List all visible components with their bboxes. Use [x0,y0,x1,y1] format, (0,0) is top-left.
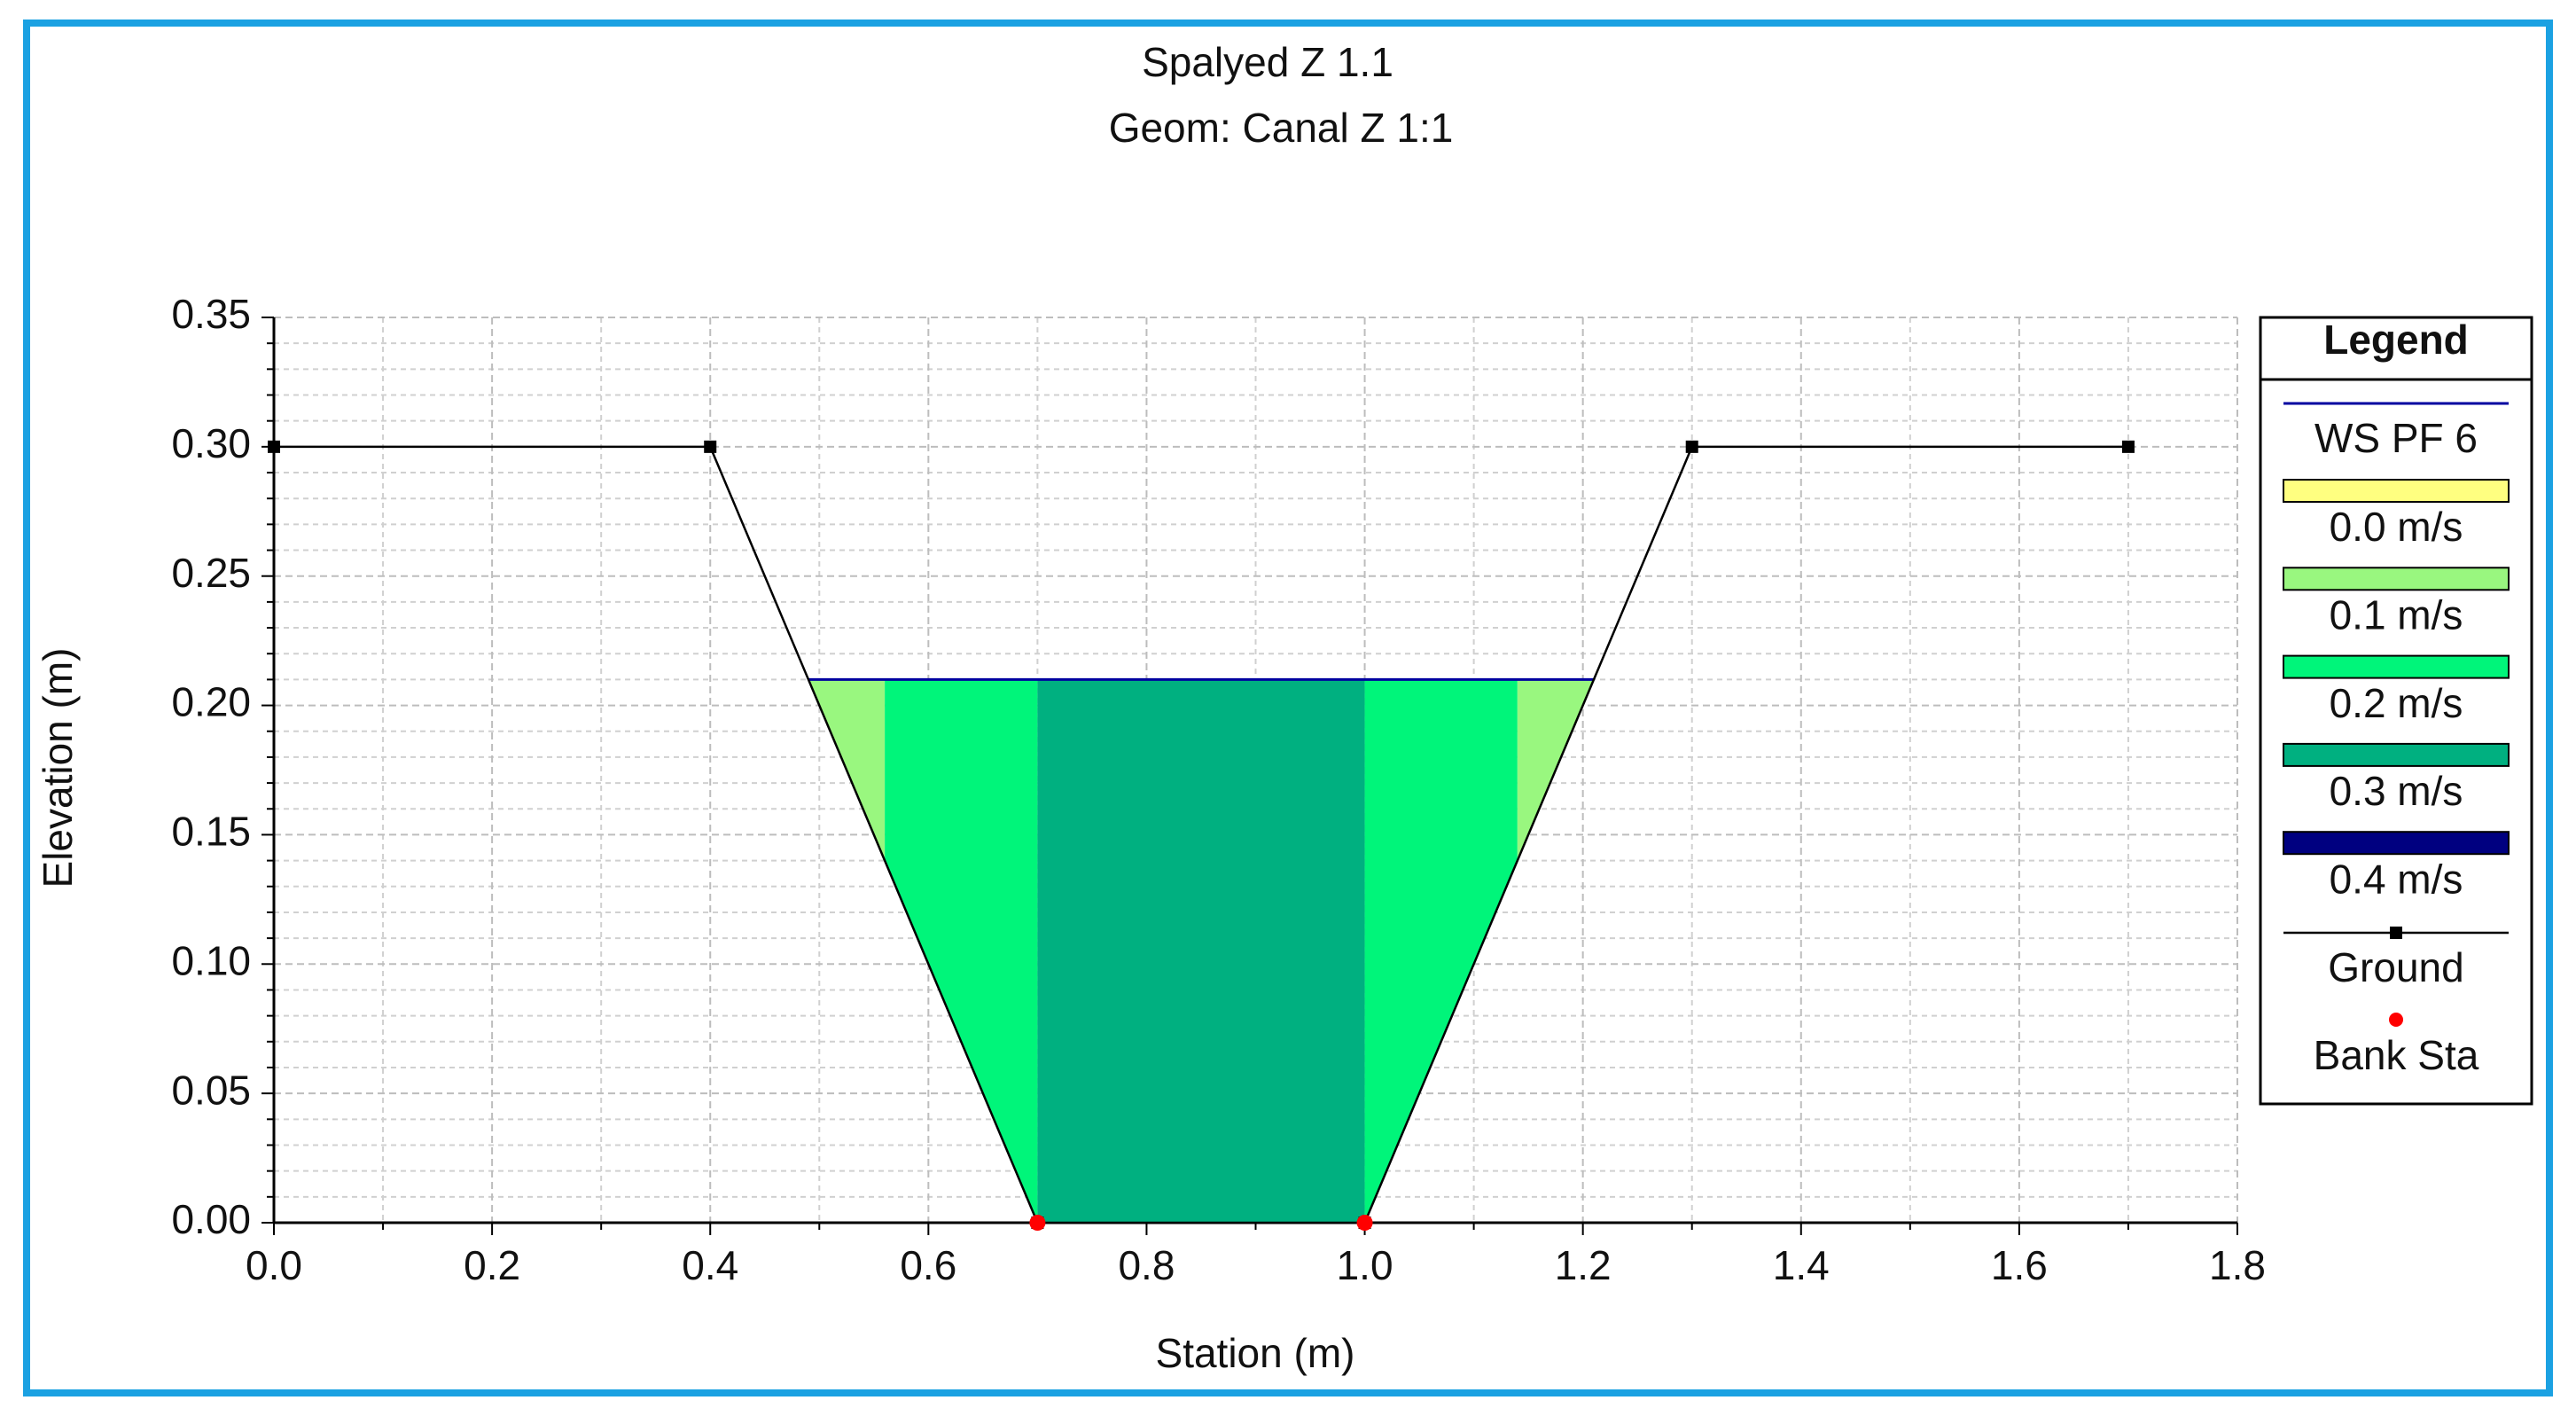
x-tick-label: 1.0 [1337,1242,1393,1288]
legend-label: 0.1 m/s [2330,591,2463,638]
x-tick-label: 0.6 [900,1242,956,1288]
legend-label: WS PF 6 [2314,415,2478,461]
legend-title: Legend [2323,317,2469,363]
legend-label: 0.3 m/s [2330,768,2463,814]
velocity-zone [1037,679,1365,1223]
x-tick-label: 1.6 [1991,1242,2048,1288]
ground-point [704,440,717,453]
x-axis-label: Station (m) [1156,1330,1355,1376]
y-tick-label: 0.15 [171,809,251,855]
velocity-zone [1364,679,1518,1223]
x-tick-label: 0.4 [682,1242,738,1288]
legend-label: 0.4 m/s [2330,856,2463,902]
chart-title: Spalyed Z 1.1 [1142,39,1393,85]
x-tick-label: 0.0 [246,1242,302,1288]
legend-swatch [2283,654,2510,679]
y-tick-label: 0.05 [171,1067,251,1113]
legend-box [2259,316,2533,1106]
legend-swatch [2283,831,2510,856]
chart-subtitle: Geom: Canal Z 1:1 [1109,105,1454,151]
y-axis-label: Elevation (m) [35,648,81,888]
bank-station [1029,1215,1046,1231]
x-tick-label: 1.8 [2209,1242,2266,1288]
legend-label: 0.2 m/s [2330,680,2463,726]
legend-swatch [2390,927,2402,939]
ground-point [2121,440,2135,453]
x-tick-label: 0.8 [1118,1242,1175,1288]
velocity-zone [885,679,1038,1223]
y-tick-label: 0.00 [171,1196,251,1242]
x-tick-label: 1.4 [1773,1242,1830,1288]
x-tick-label: 1.2 [1555,1242,1612,1288]
legend-swatch [2283,742,2510,767]
legend-label: Ground [2328,944,2463,990]
legend-swatch [2283,567,2510,591]
y-tick-label: 0.25 [171,550,251,596]
legend-label: Bank Sta [2314,1032,2479,1078]
y-tick-label: 0.10 [171,937,251,983]
ground-point [1685,440,1698,453]
x-tick-label: 0.2 [464,1242,520,1288]
y-tick-label: 0.35 [171,291,251,337]
legend-swatch [2283,479,2510,503]
y-tick-label: 0.30 [171,420,251,466]
legend-label: 0.0 m/s [2330,504,2463,550]
bank-station [1356,1215,1373,1231]
legend-swatch [2389,1013,2403,1027]
y-tick-label: 0.20 [171,679,251,725]
ground-point [268,440,280,453]
ground-line [274,445,2128,1224]
